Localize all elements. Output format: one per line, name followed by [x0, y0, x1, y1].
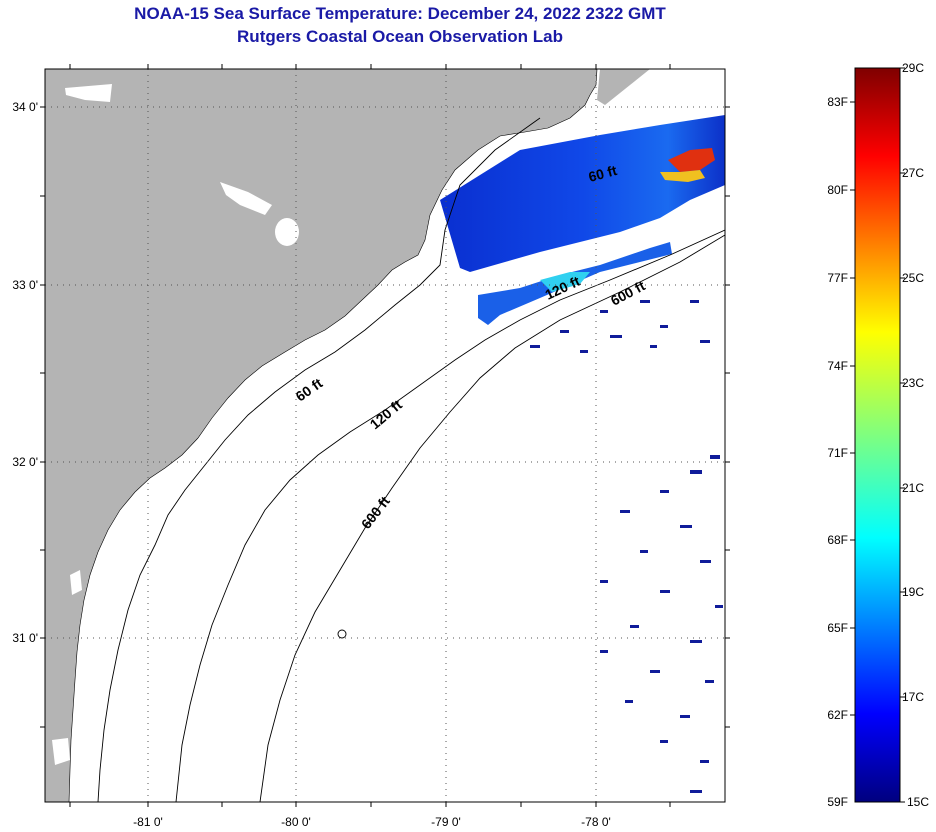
- land-northeast: [597, 69, 650, 105]
- colorbar-ticks: [850, 67, 905, 803]
- contour-600ft: [259, 234, 725, 802]
- colorbar-f-68: 68F: [827, 533, 848, 547]
- inland-water-1: [65, 84, 112, 102]
- colorbar-f-74: 74F: [827, 359, 848, 373]
- map-frame: [44, 68, 726, 803]
- sst-scatter: [530, 300, 723, 793]
- inland-water-4: [70, 570, 82, 595]
- lat-label-31: 31 0': [12, 631, 38, 645]
- sst-swath-main: [440, 115, 725, 272]
- colorbar-f-80: 80F: [827, 183, 848, 197]
- colorbar-f-65: 65F: [827, 621, 848, 635]
- colorbar-c-27: 27C: [902, 166, 924, 180]
- colorbar-f-59: 59F: [827, 795, 848, 809]
- graticule: [45, 69, 725, 802]
- axis-ticks: [40, 64, 730, 807]
- land-mass: [45, 69, 598, 802]
- sst-cyan-patch: [540, 272, 590, 292]
- map-subtitle: Rutgers Coastal Ocean Observation Lab: [237, 27, 563, 46]
- lon-label-78: -78 0': [581, 815, 611, 829]
- inland-water-3: [275, 218, 299, 246]
- sst-swath-strip: [478, 242, 672, 325]
- colorbar-c-23: 23C: [902, 376, 924, 390]
- contour-60ft: [97, 117, 541, 802]
- colorbar-f-62: 62F: [827, 708, 848, 722]
- colorbar-c-15: 15C: [907, 795, 929, 809]
- colorbar-c-17: 17C: [902, 690, 924, 704]
- lat-label-32: 32 0': [12, 455, 38, 469]
- contour-islet: [337, 629, 347, 639]
- colorbar-f-71: 71F: [827, 446, 848, 460]
- lon-label-81: -81 0': [133, 815, 163, 829]
- colorbar-f-77: 77F: [827, 271, 848, 285]
- lat-label-34: 34 0': [12, 100, 38, 114]
- sst-warm-core: [668, 148, 715, 172]
- lon-label-80: -80 0': [281, 815, 311, 829]
- colorbar-c-21: 21C: [902, 481, 924, 495]
- sst-warm-edge: [660, 170, 705, 182]
- colorbar-c-29: 29C: [902, 61, 924, 75]
- colorbar-c-19: 19C: [902, 585, 924, 599]
- lat-label-33: 33 0': [12, 278, 38, 292]
- temperature-colorbar: [854, 67, 901, 803]
- inland-water-5: [52, 738, 70, 765]
- colorbar-c-25: 25C: [902, 271, 924, 285]
- colorbar-f-83: 83F: [827, 95, 848, 109]
- contour-label-60ft-north: 60 ft: [587, 162, 619, 185]
- contour-120ft: [175, 229, 725, 802]
- map-title: NOAA-15 Sea Surface Temperature: Decembe…: [134, 4, 666, 23]
- lon-label-79: -79 0': [431, 815, 461, 829]
- inland-water-2: [220, 182, 272, 215]
